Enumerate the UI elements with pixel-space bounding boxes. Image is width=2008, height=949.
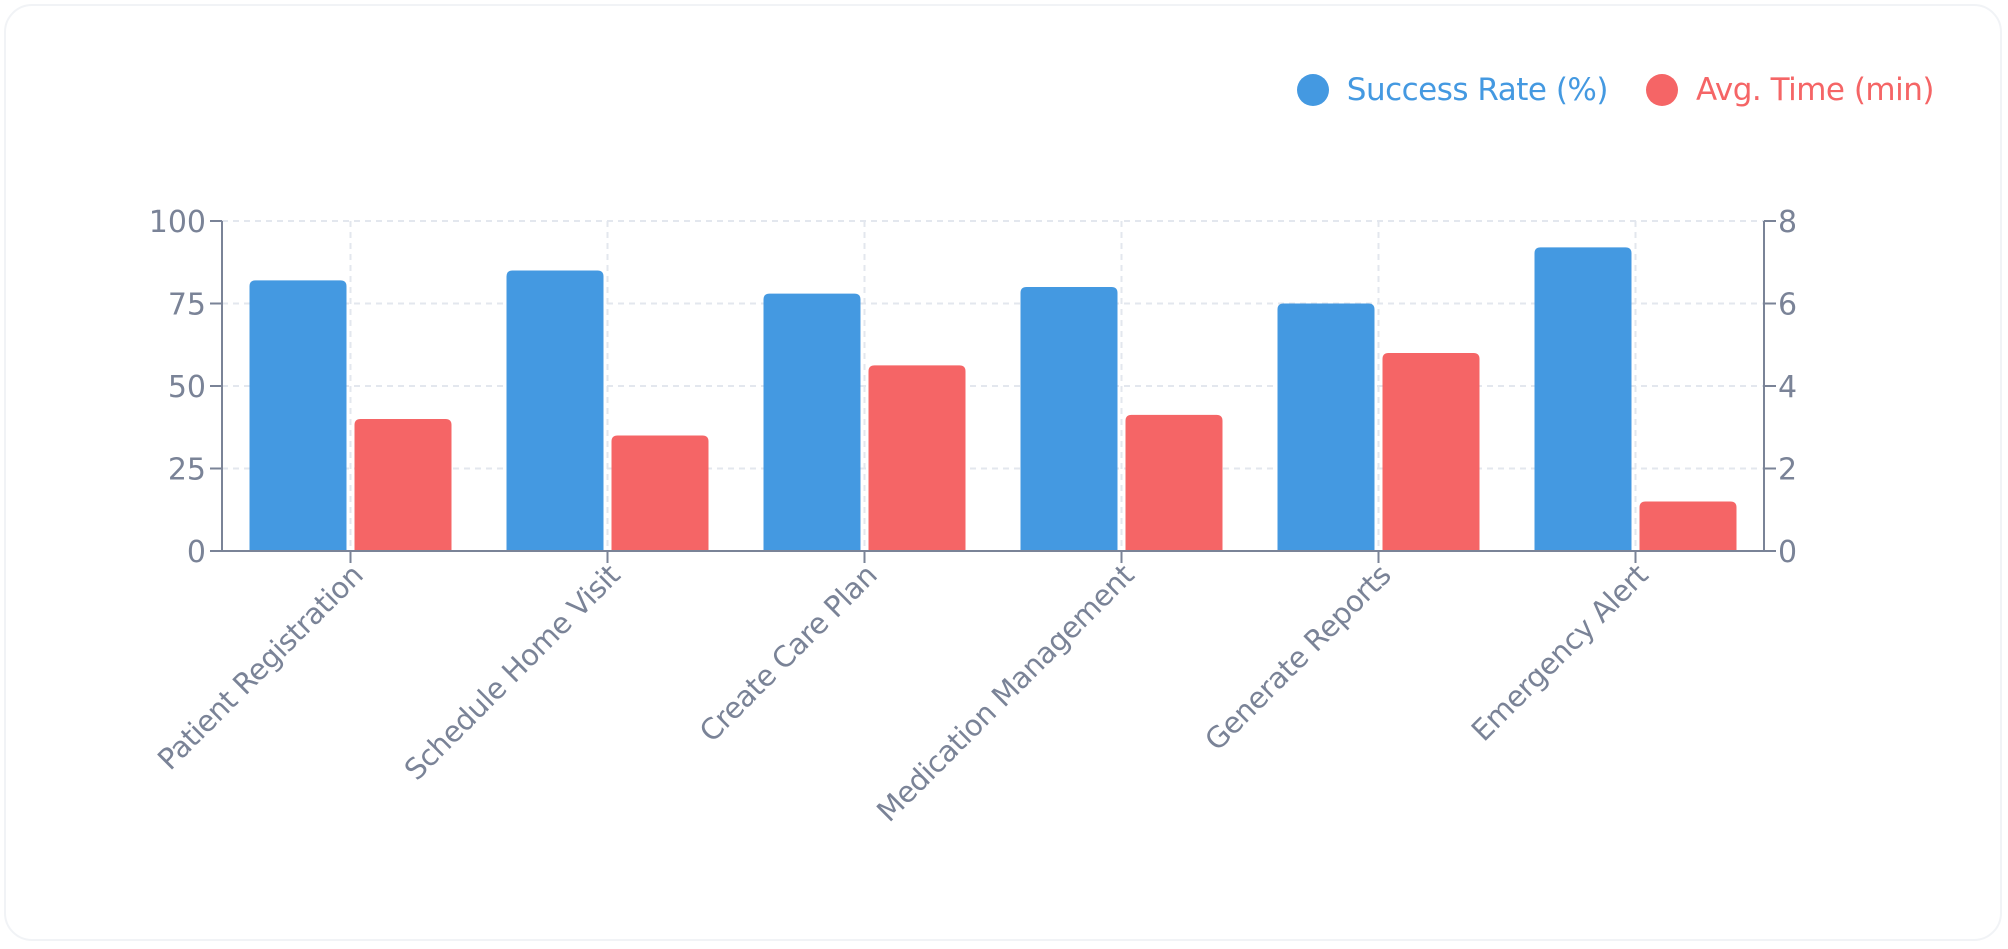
legend-label-avg-time: Avg. Time (min) bbox=[1696, 72, 1935, 108]
legend-item-success-rate[interactable]: Success Rate (%) bbox=[1296, 72, 1609, 108]
bar-success-rate bbox=[1277, 303, 1375, 551]
x-tick-label: Emergency Alert bbox=[1465, 558, 1655, 748]
bar-success-rate bbox=[249, 280, 347, 551]
y-left-tick-label: 0 bbox=[187, 535, 206, 570]
bar-avg-time bbox=[1639, 501, 1737, 551]
bar-success-rate bbox=[1534, 247, 1632, 551]
x-tick-label: Medication Management bbox=[870, 558, 1140, 828]
bar-avg-time bbox=[1382, 353, 1480, 551]
y-right-tick-label: 4 bbox=[1778, 370, 1797, 405]
legend-item-avg-time[interactable]: Avg. Time (min) bbox=[1646, 72, 1935, 108]
x-tick-label: Schedule Home Visit bbox=[398, 558, 627, 787]
bar-success-rate bbox=[506, 270, 604, 551]
y-right-tick-label: 6 bbox=[1778, 288, 1797, 323]
legend: Success Rate (%) Avg. Time (min) bbox=[1259, 72, 1935, 108]
y-right-tick-label: 0 bbox=[1778, 535, 1797, 570]
bar-avg-time bbox=[354, 419, 452, 551]
x-tick-label: Generate Reports bbox=[1198, 558, 1397, 757]
legend-swatch-success-rate bbox=[1296, 74, 1329, 106]
y-left-tick-label: 25 bbox=[168, 453, 206, 488]
x-tick-label: Patient Registration bbox=[151, 558, 370, 777]
legend-label-success-rate: Success Rate (%) bbox=[1346, 72, 1609, 108]
bar-avg-time bbox=[611, 435, 709, 551]
bar-success-rate bbox=[1020, 287, 1118, 551]
y-left-tick-label: 100 bbox=[149, 205, 206, 240]
bar-avg-time bbox=[868, 365, 966, 551]
bar-success-rate bbox=[763, 293, 861, 551]
y-left-tick-label: 75 bbox=[168, 288, 206, 323]
y-right-tick-label: 2 bbox=[1778, 453, 1797, 488]
x-tick-label: Create Care Plan bbox=[693, 558, 884, 749]
legend-swatch-avg-time bbox=[1646, 74, 1678, 106]
y-left-tick-label: 50 bbox=[168, 370, 206, 405]
bar-avg-time bbox=[1125, 414, 1223, 551]
y-right-tick-label: 8 bbox=[1778, 205, 1797, 240]
